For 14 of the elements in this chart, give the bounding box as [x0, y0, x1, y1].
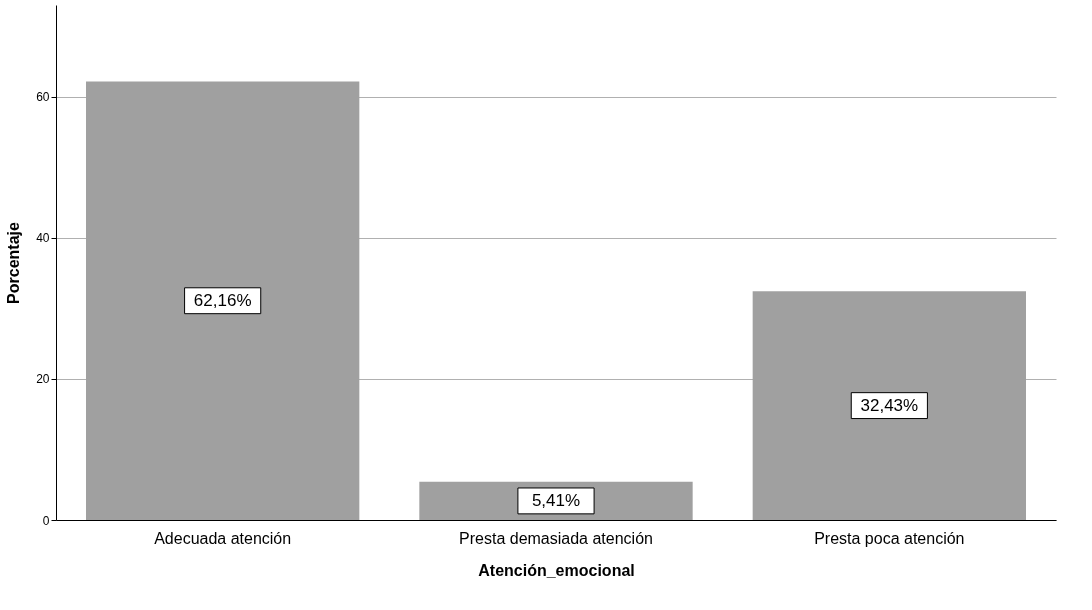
x-tick-label: Adecuada atención [154, 529, 292, 547]
data-label: 5,41% [531, 490, 581, 510]
y-axis-title: Porcentaje [5, 221, 23, 304]
data-label: 32,43% [860, 395, 919, 415]
y-tick-label: 0 [42, 513, 50, 528]
bar [752, 291, 1026, 520]
y-tick-label: 60 [36, 90, 50, 105]
data-label: 62,16% [193, 290, 252, 310]
y-tick-label: 40 [36, 231, 50, 246]
x-tick-label: Presta demasiada atención [459, 529, 653, 547]
x-axis-title: Atención_emocional [478, 561, 635, 579]
bar [86, 81, 360, 520]
y-tick-label: 20 [36, 372, 50, 387]
x-tick-label: Presta poca atención [814, 529, 965, 547]
